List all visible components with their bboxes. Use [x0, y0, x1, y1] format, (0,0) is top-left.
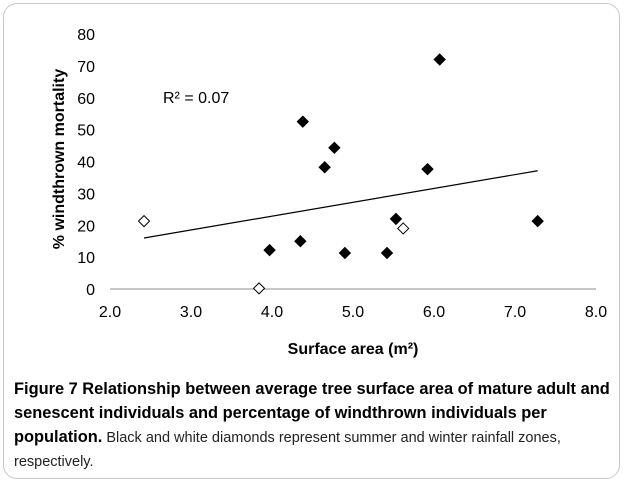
- y-axis-title: % windthrown mortality: [51, 69, 68, 250]
- filled-diamond-point: [433, 53, 446, 66]
- filled-diamond-point: [294, 234, 307, 248]
- r-squared-annotation: R² = 0.07: [163, 90, 229, 107]
- trendline-group: [143, 170, 538, 239]
- x-tick-label: 2.0: [99, 304, 121, 321]
- y-tick-label: 0: [86, 282, 95, 299]
- x-tick-label: 7.0: [504, 304, 526, 321]
- y-tick-label: 10: [77, 250, 95, 267]
- data-points: [137, 53, 544, 295]
- y-tick-label: 60: [77, 91, 95, 108]
- x-tick-label: 8.0: [585, 304, 607, 321]
- filled-diamond-point: [531, 214, 544, 228]
- figure-frame: [3, 3, 620, 479]
- caption-title: Figure 7 Relationship between average tr…: [14, 380, 610, 446]
- filled-diamond-point: [380, 246, 394, 260]
- y-tick-label: 50: [77, 123, 95, 140]
- trendline: [143, 170, 538, 239]
- filled-diamond-point: [338, 246, 352, 260]
- filled-diamond-point: [318, 161, 331, 174]
- filled-diamond-point: [389, 212, 403, 226]
- filled-diamond-point: [328, 141, 341, 155]
- y-tick-label: 70: [77, 59, 95, 76]
- x-axis-title: Surface area (m²): [288, 341, 419, 358]
- filled-diamond-point: [421, 162, 434, 176]
- x-tick-label: 6.0: [423, 304, 445, 321]
- x-tick-label: 3.0: [180, 304, 202, 321]
- caption-body: Black and white diamonds represent summe…: [14, 430, 561, 470]
- x-tick-label: 4.0: [261, 304, 283, 321]
- tick-labels: 2.0 3.0 4.0 5.0 6.0 7.0 8.0 0 10 20 30 40 50 60 70 80: [77, 27, 607, 321]
- filled-diamond-point: [296, 115, 309, 128]
- y-tick-label: 20: [77, 218, 95, 235]
- scatter-chart: 2.0 3.0 4.0 5.0 6.0 7.0 8.0 0 10 20 30 40 50 60 70 80 R…: [51, 27, 607, 358]
- x-tick-label: 5.0: [342, 304, 364, 321]
- hollow-diamond-point: [137, 214, 151, 228]
- y-tick-label: 80: [77, 27, 95, 44]
- filled-diamond-point: [263, 243, 276, 257]
- y-tick-label: 40: [77, 155, 95, 172]
- hollow-diamond-point: [397, 222, 410, 235]
- hollow-diamond-point: [252, 282, 266, 295]
- figure-caption: Figure 7 Relationship between average tr…: [14, 377, 614, 473]
- y-tick-label: 30: [77, 186, 95, 203]
